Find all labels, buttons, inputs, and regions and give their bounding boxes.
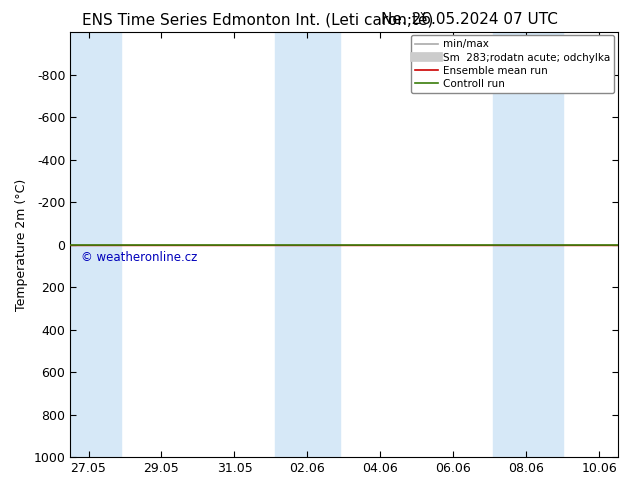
Text: Ne. 26.05.2024 07 UTC: Ne. 26.05.2024 07 UTC [381, 12, 558, 27]
Legend: min/max, Sm  283;rodatn acute; odchylka, Ensemble mean run, Controll run: min/max, Sm 283;rodatn acute; odchylka, … [411, 35, 614, 93]
Bar [493, 32, 563, 457]
Y-axis label: Temperature 2m (°C): Temperature 2m (°C) [15, 178, 28, 311]
Text: © weatheronline.cz: © weatheronline.cz [81, 251, 198, 264]
Bar [275, 32, 340, 457]
Text: ENS Time Series Edmonton Int. (Leti caron;tě): ENS Time Series Edmonton Int. (Leti caro… [82, 12, 434, 28]
Bar [70, 32, 121, 457]
